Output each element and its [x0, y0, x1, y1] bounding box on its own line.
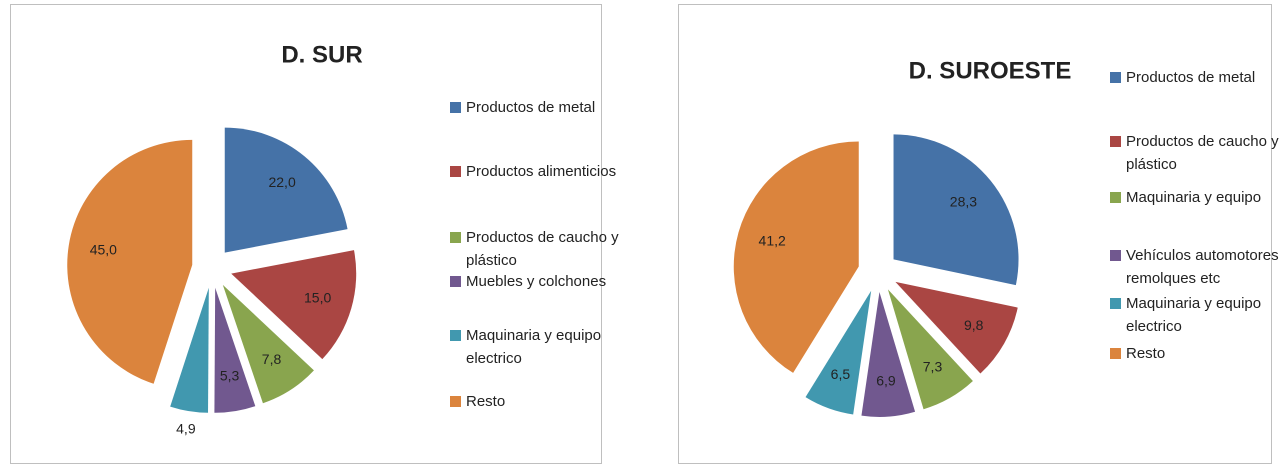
pie-slice: [733, 141, 859, 373]
legend-item: Productos de metal: [450, 96, 640, 119]
pie-slice: [214, 287, 256, 413]
legend-swatch: [1110, 298, 1121, 309]
data-label: 9,8: [964, 317, 984, 333]
data-label: 4,9: [176, 420, 196, 436]
legend-label: Productos de metal: [1126, 69, 1256, 86]
legend-label: Vehículos automotores remolques etc: [1126, 247, 1279, 287]
chart-title: D. SUR: [281, 41, 362, 68]
pie-slice: [222, 284, 314, 404]
legend-item: Productos de caucho y plástico: [1110, 130, 1282, 176]
legend-label: Resto: [466, 393, 506, 410]
legend-swatch: [1110, 250, 1121, 261]
legend-swatch: [450, 276, 461, 287]
legend-item: Resto: [1110, 342, 1282, 365]
pie-slice: [895, 281, 1018, 374]
legend-label: Productos de caucho y plástico: [1126, 133, 1279, 173]
pie-slice: [224, 127, 348, 253]
legend-item: Maquinaria y equipo electrico: [450, 324, 640, 370]
legend-item: Productos de caucho y plástico: [450, 226, 640, 272]
data-label: 45,0: [90, 241, 117, 257]
pie-slice: [861, 291, 916, 417]
legend-swatch: [450, 166, 461, 177]
chart-title: D. SUROESTE: [909, 57, 1072, 84]
legend-swatch: [1110, 72, 1121, 83]
data-label: 7,3: [923, 358, 943, 374]
legend-item: Muebles y colchones: [450, 270, 640, 293]
data-label: 5,3: [220, 367, 240, 383]
legend-label: Productos de metal: [466, 99, 596, 116]
legend-swatch: [1110, 348, 1121, 359]
legend-item: Resto: [450, 390, 640, 413]
legend-label: Productos alimenticios: [466, 163, 617, 180]
legend-item: Maquinaria y equipo: [1110, 186, 1282, 209]
pie-slice: [805, 290, 872, 415]
pie-slice: [887, 289, 973, 410]
legend-swatch: [450, 102, 461, 113]
legend-item: Vehículos automotores remolques etc: [1110, 244, 1282, 290]
legend-swatch: [450, 396, 461, 407]
data-label: 41,2: [759, 233, 786, 249]
data-label: 15,0: [304, 289, 331, 305]
legend-label: Maquinaria y equipo: [1126, 189, 1262, 206]
pie-slice: [170, 287, 209, 413]
legend-swatch: [450, 330, 461, 341]
legend-swatch: [1110, 136, 1121, 147]
legend-label: Resto: [1126, 345, 1166, 362]
data-label: 6,5: [831, 366, 851, 382]
data-label: 22,0: [268, 174, 295, 190]
legend-item: Productos de metal: [1110, 66, 1282, 89]
legend-item: Productos alimenticios: [450, 160, 640, 183]
page: {"chart_data": [ {"type": "pie", "title"…: [10, 4, 1282, 464]
data-label: 28,3: [950, 193, 977, 209]
legend-label: Productos de caucho y plástico: [466, 229, 619, 269]
legend-label: Maquinaria y equipo electrico: [466, 327, 602, 367]
legend-label: Maquinaria y equipo electrico: [1126, 295, 1262, 335]
pie-slice: [893, 134, 1019, 286]
data-label: 6,9: [876, 372, 896, 388]
chart: D. SUR 22,0 15,0 7,8 5,3 4,9 45,0 D. SUROESTE 28…: [67, 41, 1072, 436]
legend-swatch: [1110, 192, 1121, 203]
legend-item: Maquinaria y equipo electrico: [1110, 292, 1282, 338]
pie-slice: [67, 139, 193, 384]
data-label: 7,8: [262, 351, 282, 367]
pie-slice: [231, 250, 357, 360]
legend-swatch: [450, 232, 461, 243]
legend-label: Muebles y colchones: [466, 273, 607, 290]
